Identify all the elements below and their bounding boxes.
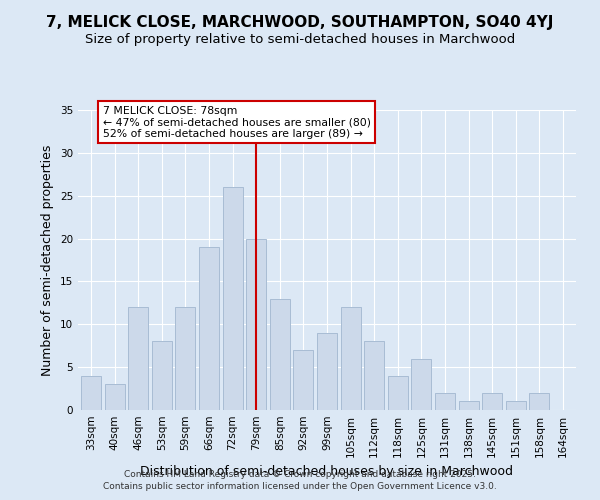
Text: Size of property relative to semi-detached houses in Marchwood: Size of property relative to semi-detach… [85, 32, 515, 46]
Bar [364, 342, 384, 410]
Bar [199, 247, 219, 410]
Bar [435, 393, 455, 410]
Bar [246, 238, 266, 410]
Bar [317, 333, 337, 410]
Bar [529, 393, 550, 410]
Bar [412, 358, 431, 410]
Bar [293, 350, 313, 410]
Bar [152, 342, 172, 410]
Text: Contains HM Land Registry data © Crown copyright and database right 2025.: Contains HM Land Registry data © Crown c… [124, 470, 476, 479]
Text: 7 MELICK CLOSE: 78sqm
← 47% of semi-detached houses are smaller (80)
52% of semi: 7 MELICK CLOSE: 78sqm ← 47% of semi-deta… [103, 106, 371, 139]
Bar [128, 307, 148, 410]
Text: Contains public sector information licensed under the Open Government Licence v3: Contains public sector information licen… [103, 482, 497, 491]
Bar [388, 376, 408, 410]
Bar [482, 393, 502, 410]
Bar [223, 187, 242, 410]
X-axis label: Distribution of semi-detached houses by size in Marchwood: Distribution of semi-detached houses by … [140, 466, 514, 478]
Bar [341, 307, 361, 410]
Text: 7, MELICK CLOSE, MARCHWOOD, SOUTHAMPTON, SO40 4YJ: 7, MELICK CLOSE, MARCHWOOD, SOUTHAMPTON,… [46, 15, 554, 30]
Y-axis label: Number of semi-detached properties: Number of semi-detached properties [41, 144, 55, 376]
Bar [270, 298, 290, 410]
Bar [458, 402, 479, 410]
Bar [104, 384, 125, 410]
Bar [506, 402, 526, 410]
Bar [175, 307, 196, 410]
Bar [81, 376, 101, 410]
